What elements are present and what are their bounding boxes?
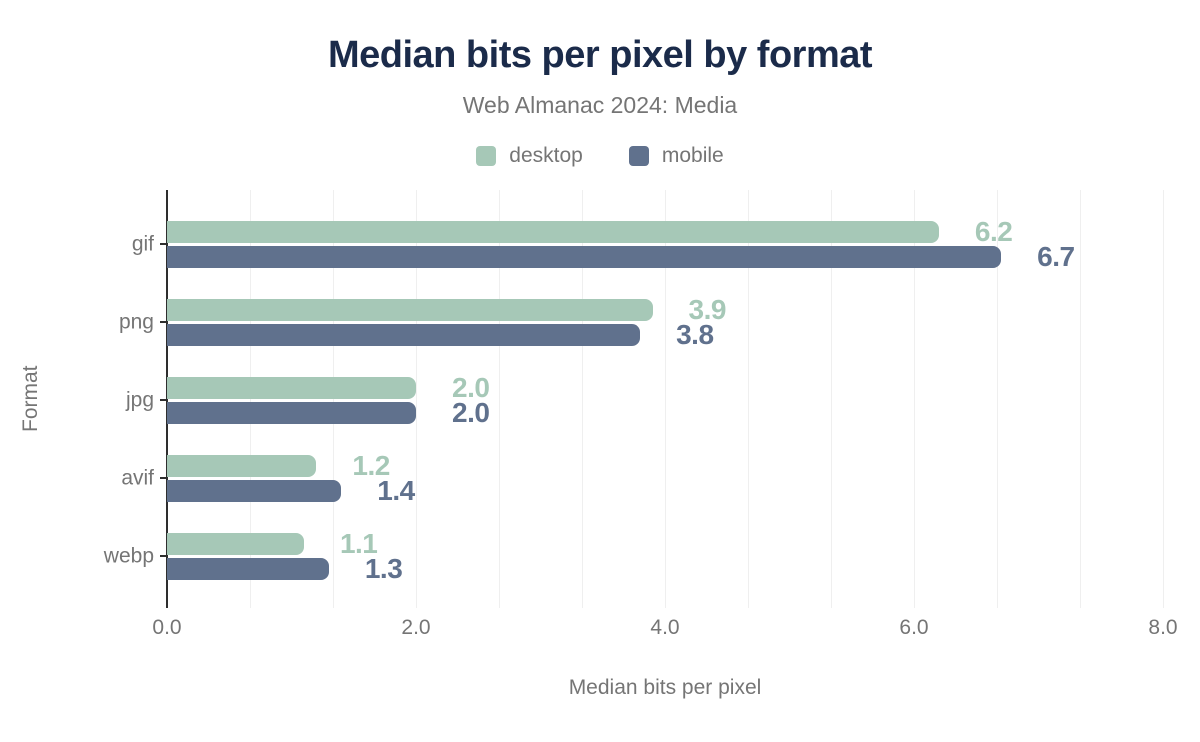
- chart-subtitle: Web Almanac 2024: Media: [462, 92, 738, 118]
- x-tick-label: 8.0: [1148, 616, 1178, 639]
- gridline: [914, 190, 915, 608]
- legend-label-mobile: mobile: [661, 144, 724, 167]
- x-axis-ticks: 0.0 2.0 4.0 6.0 8.0: [152, 616, 1177, 640]
- value-label-jpg-desktop: 2.0: [452, 372, 490, 403]
- gridline: [416, 190, 417, 608]
- gridline: [748, 190, 749, 608]
- x-tick-label: 2.0: [401, 616, 431, 639]
- y-axis-tick: [160, 555, 166, 557]
- bar-avif-desktop: [167, 455, 317, 477]
- bar-png-desktop: [167, 299, 653, 321]
- gridline: [1080, 190, 1081, 608]
- legend-label-desktop: desktop: [509, 144, 583, 167]
- mobile-swatch-icon: [628, 146, 649, 166]
- gridline: [665, 190, 666, 608]
- gridline: [997, 190, 998, 608]
- y-axis-title: Format: [19, 365, 42, 433]
- bar-png-mobile: [167, 324, 641, 346]
- value-label-avif-mobile: 1.4: [377, 475, 415, 506]
- x-tick-label: 0.0: [152, 616, 182, 639]
- bar-webp-desktop: [167, 533, 304, 555]
- category-label-webp: webp: [103, 544, 154, 568]
- category-label-avif: avif: [121, 466, 154, 490]
- category-label-jpg: jpg: [125, 388, 154, 412]
- y-axis-tick: [160, 399, 166, 401]
- value-label-png-desktop: 3.9: [688, 294, 727, 325]
- category-label-png: png: [118, 310, 154, 334]
- bar-gif-mobile: [167, 246, 1002, 268]
- legend-item-desktop: desktop: [476, 144, 583, 168]
- value-label-png-mobile: 3.8: [676, 319, 714, 350]
- value-label-webp-desktop: 1.1: [339, 528, 378, 559]
- bar-jpg-mobile: [167, 402, 416, 424]
- bar-gif-desktop: [167, 221, 939, 243]
- y-axis-tick: [160, 243, 166, 245]
- x-tick-label: 4.0: [650, 616, 680, 639]
- category-label-gif: gif: [131, 232, 154, 256]
- bar-jpg-desktop: [167, 377, 416, 399]
- value-label-avif-desktop: 1.2: [352, 450, 390, 481]
- value-label-webp-mobile: 1.3: [364, 553, 403, 584]
- legend-item-mobile: mobile: [628, 144, 724, 168]
- bar-webp-mobile: [167, 558, 329, 580]
- plot-area: gif 6.2 6.7 png 3.9 3.8 jpg 2.0 2.0 avif 1.2 1.4 web…: [104, 190, 1164, 608]
- value-label-gif-mobile: 6.7: [1037, 241, 1075, 272]
- bar-avif-mobile: [167, 480, 342, 502]
- gridline: [250, 190, 251, 608]
- legend: desktop mobile: [0, 144, 1200, 168]
- x-axis-title: Median bits per pixel: [568, 676, 762, 699]
- chart-title: Median bits per pixel by format: [327, 34, 873, 76]
- gridline: [333, 190, 334, 608]
- desktop-swatch-icon: [476, 146, 497, 166]
- x-tick-label: 6.0: [899, 616, 929, 639]
- gridline: [499, 190, 500, 608]
- gridline: [582, 190, 583, 608]
- y-axis-tick: [160, 477, 166, 479]
- y-axis-line: [166, 190, 168, 608]
- y-axis-tick: [160, 321, 166, 323]
- gridline: [831, 190, 832, 608]
- value-label-gif-desktop: 6.2: [974, 216, 1013, 247]
- value-label-jpg-mobile: 2.0: [452, 397, 490, 428]
- gridline: [1163, 190, 1164, 608]
